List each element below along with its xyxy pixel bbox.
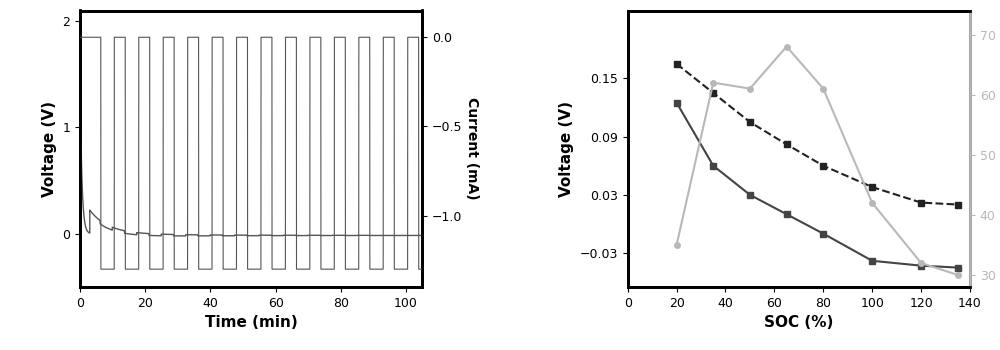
X-axis label: Time (min): Time (min) <box>205 315 298 330</box>
Y-axis label: Current (mA): Current (mA) <box>465 97 479 200</box>
Y-axis label: Voltage (V): Voltage (V) <box>559 101 574 197</box>
Y-axis label: R (Ω): R (Ω) <box>998 129 1000 169</box>
X-axis label: SOC (%): SOC (%) <box>764 315 834 330</box>
Y-axis label: Voltage (V): Voltage (V) <box>42 101 57 197</box>
